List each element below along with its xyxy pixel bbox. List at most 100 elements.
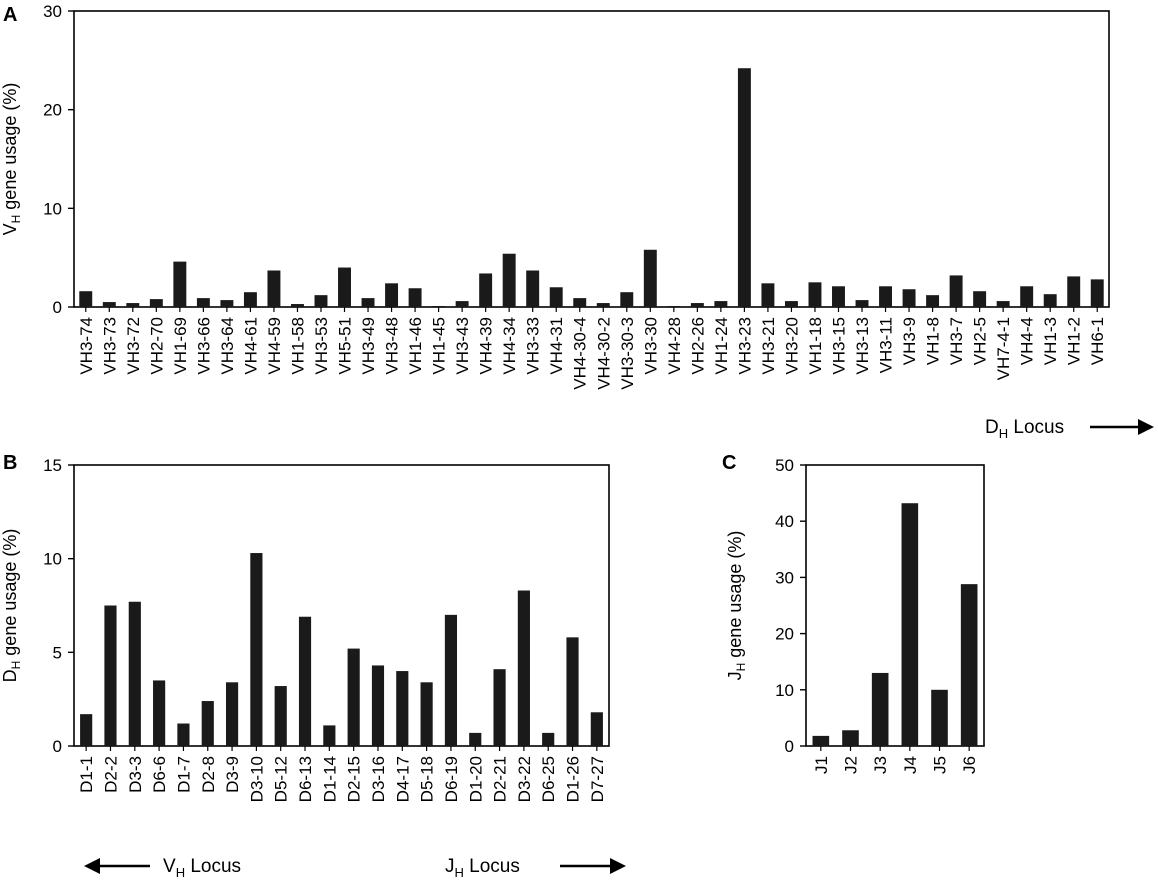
x-tick-label: D1-20 [466, 756, 485, 802]
x-tick-label: J1 [812, 756, 831, 774]
x-tick-label: VH3-48 [383, 317, 402, 375]
x-tick-label: VH3-23 [735, 317, 754, 375]
bar [455, 301, 469, 307]
x-tick-label: VH2-70 [147, 317, 166, 375]
y-tick-label: 40 [775, 512, 794, 531]
y-axis-title-sub: H [734, 663, 748, 672]
x-tick-label: VH4-61 [241, 317, 260, 375]
bar [126, 303, 140, 307]
x-tick-label: VH1-58 [288, 317, 307, 375]
x-tick-label: VH3-64 [218, 317, 237, 375]
bar [960, 584, 978, 746]
y-tick-label: 30 [43, 2, 62, 21]
bar [812, 735, 830, 746]
y-tick-label: 10 [43, 550, 62, 569]
bar [201, 701, 214, 746]
bar [690, 303, 704, 307]
plot-frame [73, 10, 1110, 308]
x-tick-label: D1-14 [320, 756, 339, 802]
x-tick-label: VH3-13 [853, 317, 872, 375]
vh-locus-arrow-head [84, 858, 100, 874]
x-tick-label: D6-25 [539, 756, 558, 802]
bar [620, 292, 634, 307]
x-tick-label: D5-12 [272, 756, 291, 802]
x-tick-label: VH6-1 [1088, 317, 1107, 365]
dh-locus-arrow-label-sub: H [999, 426, 1008, 441]
bar [1020, 286, 1034, 307]
bar [432, 306, 446, 307]
dh-locus-arrow-label: DH Locus [985, 417, 1064, 441]
x-tick-label: D3-16 [369, 756, 388, 802]
bar [469, 732, 482, 746]
y-axis-title-rest: gene usage (%) [0, 529, 20, 661]
panel-label: A [3, 4, 17, 26]
bar [855, 300, 869, 307]
x-tick-label: D6-19 [442, 756, 461, 802]
bar [80, 714, 93, 746]
x-tick-label: D2-21 [491, 756, 510, 802]
y-axis-title-main: D [0, 669, 20, 682]
y-tick-label: 20 [43, 101, 62, 120]
bar [1043, 294, 1057, 307]
x-tick-label: VH1-46 [406, 317, 425, 375]
bar [493, 669, 506, 746]
x-tick-label: VH5-51 [336, 317, 355, 375]
x-tick-label: VH4-34 [500, 317, 519, 375]
bar [149, 299, 163, 307]
bar [444, 614, 458, 746]
plot-frame [805, 464, 985, 747]
bar [1067, 276, 1081, 307]
bar [104, 605, 117, 746]
x-tick-label: VH1-45 [430, 317, 449, 375]
bar [842, 730, 859, 746]
bar [267, 270, 281, 307]
x-tick-label: VH4-39 [477, 317, 496, 375]
x-tick-label: J6 [960, 756, 979, 774]
y-axis-title-rest: gene usage (%) [0, 83, 20, 215]
bar [573, 298, 587, 307]
x-tick-label: VH3-9 [900, 317, 919, 365]
bar [714, 301, 728, 307]
x-tick-label: VH3-43 [453, 317, 472, 375]
jh-locus-arrow-label-rest: Locus [464, 856, 520, 877]
y-axis-title-rest: gene usage (%) [725, 531, 745, 663]
bar [225, 682, 239, 746]
y-tick-label: 5 [53, 643, 62, 662]
bar [832, 286, 845, 307]
bar [177, 723, 190, 746]
bar [173, 261, 187, 307]
x-tick-label: VH3-74 [77, 317, 96, 375]
bar [517, 590, 530, 746]
bar [1090, 279, 1104, 307]
x-tick-label: VH1-3 [1041, 317, 1060, 365]
bar [973, 291, 987, 307]
y-axis-title-sub: H [9, 661, 23, 670]
x-tick-label: D6-6 [150, 756, 169, 793]
y-tick-label: 10 [775, 681, 794, 700]
x-tick-label: D3-3 [126, 756, 145, 793]
dh-locus-arrow-label-rest: Locus [1008, 417, 1064, 438]
x-tick-label: VH4-59 [265, 317, 284, 375]
bar [479, 273, 493, 307]
x-tick-label: VH4-31 [547, 317, 566, 375]
x-tick-label: J3 [871, 756, 890, 774]
bar [338, 267, 351, 307]
bar [314, 295, 328, 307]
x-tick-label: VH4-4 [1018, 317, 1037, 365]
x-tick-label: VH2-26 [688, 317, 707, 375]
x-tick-label: VH3-53 [312, 317, 331, 375]
bar [153, 680, 166, 746]
bar [667, 306, 681, 307]
bar [761, 283, 775, 307]
dh-locus-arrow-label-main: D [985, 417, 999, 438]
x-tick-label: VH3-33 [524, 317, 543, 375]
x-tick-label: J2 [842, 756, 861, 774]
bar [290, 304, 304, 307]
bar [901, 503, 919, 746]
bar [243, 292, 257, 307]
x-tick-label: VH3-73 [100, 317, 119, 375]
x-tick-label: VH7-4-1 [994, 317, 1013, 380]
y-tick-label: 0 [53, 298, 62, 317]
bar [79, 291, 93, 307]
